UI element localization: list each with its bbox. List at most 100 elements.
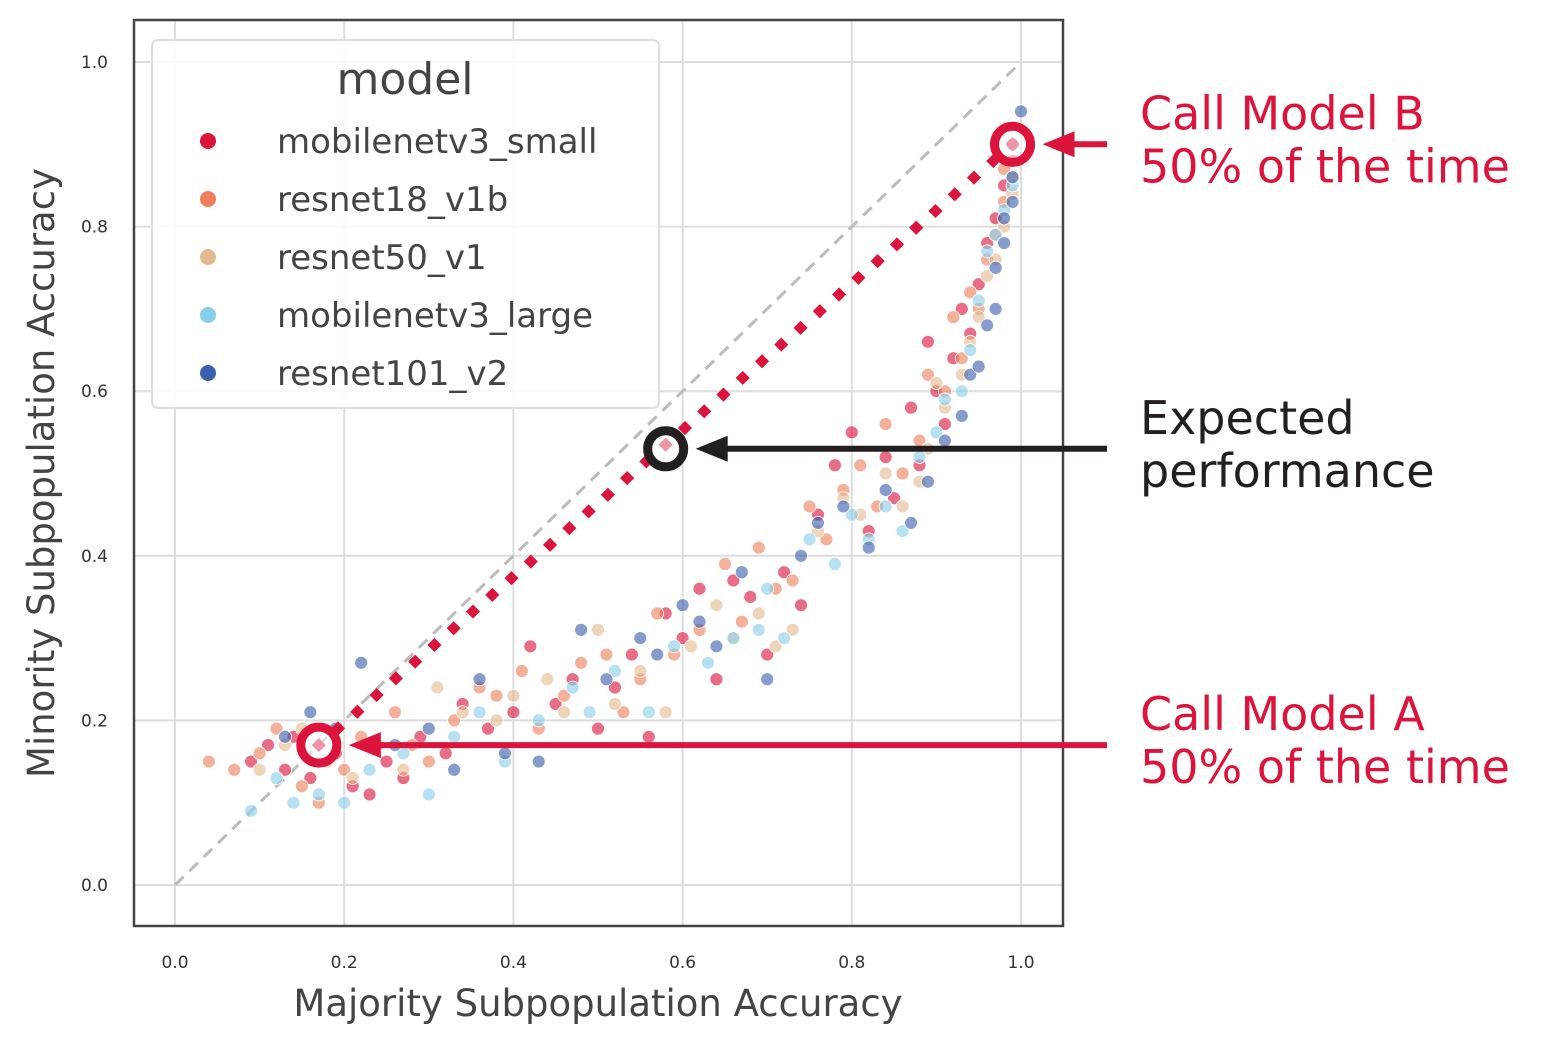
data-point-mobilenetv3_large: [878, 499, 893, 514]
data-point-mobilenetv3_small: [709, 672, 724, 687]
data-point-resnet101_v2: [997, 211, 1011, 226]
mixture-line-dot: [793, 320, 808, 335]
data-point-mobilenetv3_large: [447, 729, 462, 744]
data-point-resnet50_v1: [345, 771, 360, 785]
y-tick-label: 0.4: [81, 547, 108, 567]
legend-title: model: [336, 54, 473, 105]
data-point-resnet101_v2: [980, 318, 995, 333]
legend-label: mobilenetv3_large: [277, 296, 593, 336]
data-point-mobilenetv3_small: [887, 491, 901, 506]
data-point-resnet18_v1b: [802, 499, 817, 514]
data-point-mobilenetv3_large: [726, 631, 741, 645]
data-point-mobilenetv3_small: [794, 598, 808, 613]
data-point-resnet50_v1: [540, 672, 555, 687]
data-point-mobilenetv3_small: [954, 301, 969, 316]
data-point-resnet101_v2: [904, 515, 918, 530]
data-point-resnet101_v2: [760, 672, 775, 687]
data-point-mobilenetv3_large: [929, 425, 944, 440]
data-point-mobilenetv3_large: [531, 713, 546, 728]
data-point-resnet18_v1b: [447, 713, 462, 728]
data-point-mobilenetv3_large: [421, 787, 436, 802]
y-tick-label: 0.6: [81, 382, 108, 402]
data-point-resnet50_v1: [971, 310, 986, 325]
marker-ring: [990, 121, 1036, 167]
data-point-mobilenetv3_large: [971, 293, 986, 308]
mixture-line-dot: [620, 471, 635, 486]
mixture-line-dot: [870, 254, 885, 269]
data-point-mobilenetv3_large: [777, 631, 792, 645]
data-point-mobilenetv3_large: [827, 557, 842, 571]
data-point-mobilenetv3_small: [438, 746, 453, 761]
y-tick-label: 1.0: [81, 53, 108, 73]
annotation-arrow-head: [695, 435, 728, 462]
data-point-mobilenetv3_small: [261, 738, 275, 752]
data-point-mobilenetv3_small: [591, 721, 605, 736]
data-point-resnet18_v1b: [337, 762, 352, 777]
data-point-resnet18_v1b: [269, 721, 284, 736]
data-point-resnet50_v1: [396, 762, 411, 777]
mixture-line-dot: [754, 354, 770, 369]
legend-label: resnet18_v1b: [277, 180, 508, 220]
data-point-resnet50_v1: [751, 606, 766, 621]
data-point-resnet18_v1b: [421, 754, 436, 769]
y-tick-label: 0.8: [81, 218, 108, 238]
data-point-resnet18_v1b: [819, 532, 834, 547]
legend-label: mobilenetv3_small: [277, 122, 597, 162]
data-point-resnet101_v2: [921, 474, 935, 489]
data-point-resnet50_v1: [430, 680, 445, 695]
marker-ring: [643, 426, 689, 472]
annotation-text: Call Model B: [1140, 86, 1425, 140]
data-point-mobilenetv3_small: [244, 754, 259, 769]
data-point-resnet101_v2: [1005, 195, 1020, 209]
mixture-line-dot: [947, 187, 962, 202]
data-point-mobilenetv3_small: [379, 754, 394, 769]
data-point-resnet101_v2: [709, 639, 724, 654]
annotation-text: Call Model A: [1140, 687, 1425, 741]
data-point-mobilenetv3_large: [582, 705, 597, 720]
data-point-mobilenetv3_small: [878, 450, 893, 464]
data-point-mobilenetv3_small: [608, 680, 622, 695]
mixture-line-dot: [485, 587, 500, 602]
data-point-resnet18_v1b: [201, 754, 216, 769]
highlight-markers: [296, 121, 1036, 768]
mixture-line-dot: [600, 487, 615, 502]
mixture-line-dot: [427, 637, 442, 653]
data-point-resnet50_v1: [608, 697, 622, 711]
scatter-points: [201, 104, 1028, 818]
legend-swatch: [200, 365, 216, 381]
data-point-resnet50_v1: [252, 762, 267, 777]
annotation-arrow-head: [1042, 131, 1075, 158]
legend-swatch: [200, 307, 216, 323]
legend-swatch: [200, 249, 216, 265]
data-point-resnet101_v2: [599, 672, 614, 687]
data-point-resnet50_v1: [489, 713, 504, 728]
data-point-mobilenetv3_small: [624, 647, 639, 662]
data-point-resnet101_v2: [811, 515, 825, 530]
x-tick-label: 0.8: [838, 953, 865, 973]
data-point-resnet18_v1b: [252, 746, 267, 761]
mixture-line-dot: [966, 170, 982, 185]
x-tick-label: 0.4: [500, 953, 527, 973]
data-point-resnet18_v1b: [557, 688, 572, 703]
data-point-resnet101_v2: [734, 565, 749, 580]
x-tick-label: 1.0: [1007, 953, 1034, 973]
annotation-text: performance: [1140, 444, 1435, 498]
data-point-resnet50_v1: [557, 705, 572, 720]
data-point-mobilenetv3_small: [641, 729, 656, 744]
mixture-line-dot: [909, 220, 924, 235]
annotation-model_b: Call Model B50% of the time: [1042, 86, 1510, 193]
reference-diagonal: [173, 60, 1023, 887]
mixture-line-dot: [928, 203, 943, 219]
plot-frame: [132, 18, 1065, 928]
annotation-text: 50% of the time: [1140, 139, 1510, 193]
data-point-resnet50_v1: [506, 688, 521, 703]
data-point-resnet50_v1: [633, 664, 648, 678]
data-point-mobilenetv3_small: [692, 581, 707, 596]
data-point-resnet101_v2: [988, 301, 1003, 316]
data-point-resnet18_v1b: [734, 614, 749, 629]
data-point-resnet18_v1b: [946, 310, 961, 325]
data-point-mobilenetv3_large: [844, 507, 859, 522]
data-point-mobilenetv3_large: [751, 622, 766, 637]
annotation-model_a: Call Model A50% of the time: [348, 687, 1510, 794]
